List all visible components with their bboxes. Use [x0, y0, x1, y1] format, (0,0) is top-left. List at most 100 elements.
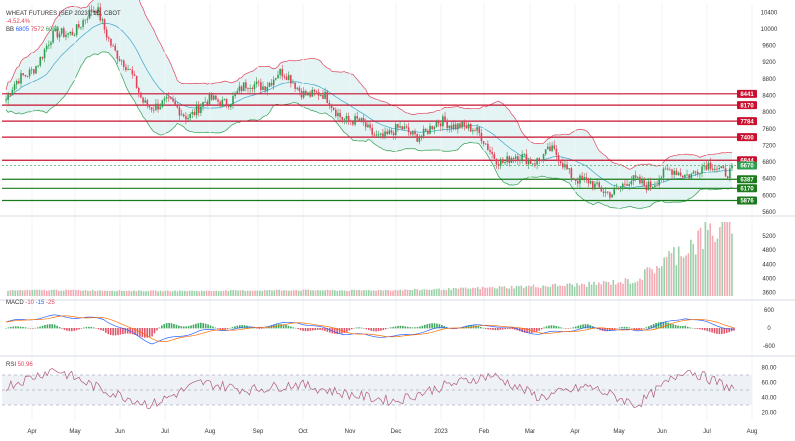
candle-body [699, 173, 701, 175]
macd-histogram-bar [253, 327, 256, 329]
macd-histogram-bar [338, 328, 341, 334]
candle-body [384, 131, 386, 138]
volume-bar [140, 290, 142, 296]
macd-histogram-bar [438, 324, 441, 329]
macd-histogram-bar [58, 327, 61, 329]
candle-body [579, 175, 581, 184]
macd-histogram-bar [165, 323, 168, 329]
volume-bar [714, 242, 716, 296]
candle-body [467, 124, 470, 129]
volume-bar [663, 257, 666, 296]
volume-bar [324, 290, 327, 296]
candle-body [474, 130, 476, 132]
macd-histogram-bar [131, 328, 134, 335]
candle-body [482, 141, 485, 144]
candle-body [300, 90, 303, 98]
candle-body [701, 166, 703, 174]
macd-histogram-bar [370, 328, 373, 331]
volume-bar [159, 290, 162, 296]
volume-bar [234, 290, 237, 296]
candle-body [532, 163, 534, 165]
candle-body [459, 123, 461, 128]
candle-body [238, 86, 241, 92]
candle-body [225, 98, 228, 106]
candle-body [290, 75, 292, 84]
macd-histogram-bar [326, 328, 329, 332]
macd-histogram-bar [501, 328, 504, 330]
time-axis[interactable]: Apr May Jun Jul Aug Sep Oct Nov Dec 2023 Feb Mar Apr… [27, 429, 757, 435]
macd-histogram-bar [479, 326, 482, 329]
macd-histogram-bar [618, 327, 621, 329]
macd-histogram-bar [197, 323, 200, 329]
candle-body [364, 122, 367, 128]
time-axis-label: Oct [298, 429, 308, 435]
macd-histogram-bar [214, 327, 217, 329]
price-axis-label: 4400 [762, 262, 776, 268]
volume-bar [496, 288, 498, 296]
volume-bar [515, 285, 518, 296]
macd-histogram-bar [187, 326, 190, 329]
candle-body [369, 124, 371, 128]
candle-body [690, 173, 693, 179]
candle-body [461, 122, 463, 128]
volume-bar [65, 289, 67, 296]
macd-histogram-bar [168, 322, 170, 329]
time-axis-label: Nov [345, 429, 356, 435]
macd-histogram-bar [265, 327, 268, 329]
macd-histogram-bar [316, 328, 319, 330]
volume-bar [82, 290, 84, 296]
volume-bar [503, 286, 506, 296]
candle-body [298, 87, 301, 91]
macd-value-2: -15 [35, 300, 45, 306]
volume-bar [455, 288, 457, 296]
main-legend: WHEAT FUTURES (SEP 2023), 1D, CBOT -4.52… [6, 10, 121, 34]
candle-body [491, 151, 493, 155]
candle-body [673, 170, 675, 175]
candle-body [167, 96, 170, 98]
volume-bar [501, 286, 503, 296]
candle-body [437, 121, 440, 124]
candle-body [234, 93, 236, 97]
candle-body [439, 123, 442, 127]
macd-histogram-bar [489, 328, 492, 330]
candle-body [636, 176, 639, 178]
volume-bar [430, 289, 433, 296]
candle-body [452, 124, 455, 129]
macd-histogram-bar [694, 328, 696, 329]
macd-histogram-bar [643, 328, 645, 329]
candle-body [283, 76, 286, 78]
volume-bar [62, 290, 65, 296]
candle-body [487, 143, 489, 150]
candle-body [189, 113, 191, 119]
macd-histogram-bar [511, 328, 514, 330]
macd-histogram-bar [173, 324, 175, 329]
candle-body [645, 185, 648, 191]
candle-body [502, 159, 504, 163]
volume-bar [278, 289, 280, 296]
volume-bar [660, 266, 663, 296]
candle-body [251, 88, 254, 90]
candle-body [37, 65, 39, 67]
macd-histogram-bar [635, 328, 638, 331]
volume-bar [169, 291, 172, 296]
macd-histogram-bar [212, 326, 214, 329]
macd-histogram-bar [497, 328, 499, 331]
volume-bar [576, 283, 578, 296]
candle-body [345, 115, 348, 120]
candle-body [696, 171, 699, 175]
volume-bar [636, 281, 639, 296]
price-level-tag [737, 133, 757, 142]
candle-body [724, 168, 727, 177]
macd-histogram-bar [143, 328, 146, 338]
support-resistance-levels[interactable] [2, 93, 752, 202]
volume-bar [45, 290, 48, 296]
macd-histogram-bar [236, 325, 239, 329]
macd-histogram-bar [711, 328, 713, 333]
macd-histogram-bar [623, 326, 626, 329]
candle-body [675, 170, 678, 175]
macd-histogram-bar [358, 327, 360, 329]
macd-histogram-bar [465, 325, 467, 329]
macd-histogram-bar [528, 328, 531, 334]
